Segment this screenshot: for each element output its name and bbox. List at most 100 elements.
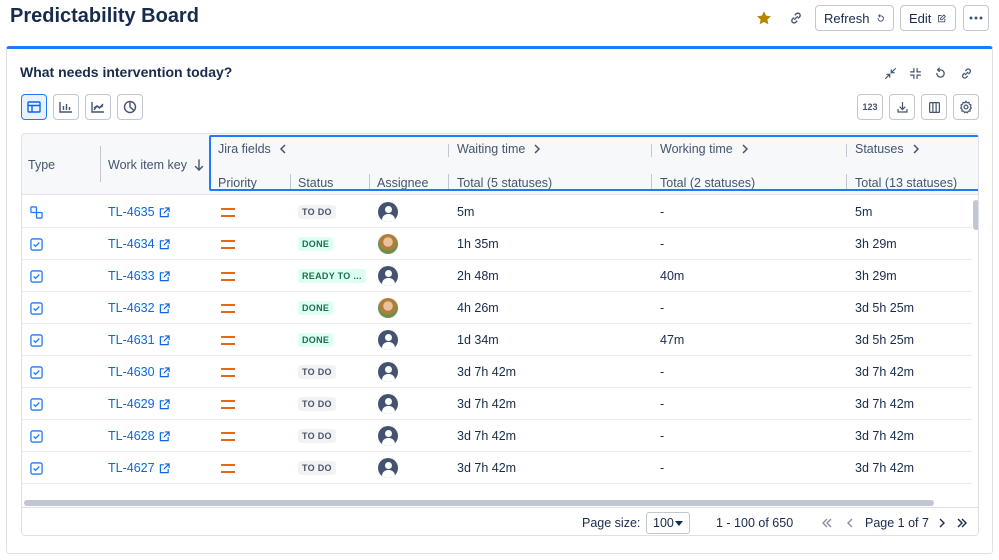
work-item-key: TL-4632 <box>108 301 155 315</box>
vertical-scrollbar[interactable] <box>972 196 978 486</box>
reset-icon[interactable] <box>929 62 951 84</box>
status-cell: TO DO <box>298 388 336 420</box>
star-icon[interactable] <box>752 6 776 30</box>
group-label-working-time: Working time <box>660 142 733 156</box>
data-grid: Type Work item key Jira fields Waiting t… <box>21 133 979 536</box>
area-chart-view-button[interactable] <box>85 94 111 120</box>
table-row[interactable]: TL-4634 DONE 1h 35m - 3h 29m <box>22 228 972 260</box>
work-item-key-link[interactable]: TL-4634 <box>108 228 170 260</box>
task-icon <box>30 420 43 452</box>
external-link-icon <box>155 238 170 250</box>
table-row[interactable]: TL-4630 TO DO 3d 7h 42m - 3d 7h 42m <box>22 356 972 388</box>
work-item-key-link[interactable]: TL-4632 <box>108 292 170 324</box>
status-lozenge: DONE <box>298 237 334 251</box>
collapse-icon[interactable] <box>879 62 901 84</box>
status-lozenge: TO DO <box>298 365 336 379</box>
pie-chart-view-button[interactable] <box>117 94 143 120</box>
assignee-avatar[interactable] <box>378 292 398 324</box>
group-header-statuses[interactable]: Statuses <box>855 142 920 156</box>
work-item-key-link[interactable]: TL-4630 <box>108 356 170 388</box>
priority-medium-icon <box>221 292 235 324</box>
external-link-icon <box>155 270 170 282</box>
refresh-button[interactable]: Refresh <box>815 5 894 31</box>
table-row[interactable]: TL-4631 DONE 1d 34m 47m 3d 5h 25m <box>22 324 972 356</box>
more-options-button[interactable] <box>963 5 989 31</box>
first-page-button[interactable] <box>818 508 836 535</box>
group-header-waiting-time[interactable]: Waiting time <box>457 142 541 156</box>
external-link-icon <box>155 398 170 410</box>
edit-button[interactable]: Edit <box>900 5 956 31</box>
table-icon <box>27 101 41 113</box>
work-item-key: TL-4629 <box>108 397 155 411</box>
assignee-avatar[interactable] <box>378 356 398 388</box>
avatar-photo <box>378 234 398 254</box>
column-header-type[interactable]: Type <box>28 158 56 172</box>
statuses-total-value: 3d 7h 42m <box>855 397 915 411</box>
waiting-time-value: 3d 7h 42m <box>457 397 517 411</box>
waiting-time-value: 3d 7h 42m <box>457 461 517 475</box>
table-row[interactable]: TL-4632 DONE 4h 26m - 3d 5h 25m <box>22 292 972 324</box>
vertical-scroll-thumb[interactable] <box>973 200 978 230</box>
column-header-status[interactable]: Status <box>298 176 334 190</box>
horizontal-scrollbar[interactable] <box>22 499 978 507</box>
minimize-icon[interactable] <box>904 62 926 84</box>
table-row[interactable]: TL-4629 TO DO 3d 7h 42m - 3d 7h 42m <box>22 388 972 420</box>
next-page-button[interactable] <box>933 508 951 535</box>
avatar-icon <box>378 362 398 382</box>
number-format-button[interactable]: 123 <box>857 94 883 120</box>
column-header-assignee[interactable]: Assignee <box>377 176 429 190</box>
work-item-key-link[interactable]: TL-4629 <box>108 388 170 420</box>
page-size-select[interactable]: 100 <box>646 512 690 534</box>
assignee-avatar[interactable] <box>378 420 398 452</box>
columns-button[interactable] <box>921 94 947 120</box>
bar-chart-view-button[interactable] <box>53 94 79 120</box>
horizontal-scroll-thumb[interactable] <box>24 500 934 506</box>
table-row[interactable]: TL-4627 TO DO 3d 7h 42m - 3d 7h 42m <box>22 452 972 484</box>
column-header-working-total[interactable]: Total (2 statuses) <box>660 176 756 190</box>
task-icon <box>30 356 43 388</box>
status-lozenge: DONE <box>298 333 334 347</box>
link-icon[interactable] <box>784 6 808 30</box>
assignee-avatar[interactable] <box>378 324 398 356</box>
assignee-avatar[interactable] <box>378 228 398 260</box>
column-header-waiting-total[interactable]: Total (5 statuses) <box>457 176 553 190</box>
table-row[interactable]: TL-4635 TO DO 5m - 5m <box>22 196 972 228</box>
double-chevron-left-icon <box>822 518 832 528</box>
last-page-button[interactable] <box>953 508 971 535</box>
copy-link-icon[interactable] <box>955 62 977 84</box>
assignee-avatar[interactable] <box>378 452 398 484</box>
previous-page-button[interactable] <box>841 508 859 535</box>
column-header-work-item-key[interactable]: Work item key <box>108 158 205 172</box>
settings-button[interactable] <box>953 94 979 120</box>
external-link-icon <box>155 366 170 378</box>
assignee-avatar[interactable] <box>378 196 398 228</box>
assignee-avatar[interactable] <box>378 388 398 420</box>
waiting-time-value: 2h 48m <box>457 269 499 283</box>
task-icon <box>30 324 43 356</box>
table-view-button[interactable] <box>21 94 47 120</box>
avatar-icon <box>378 458 398 478</box>
table-row[interactable]: TL-4633 READY TO ... 2h 48m 40m 3h 29m <box>22 260 972 292</box>
priority-medium-icon <box>221 228 235 260</box>
chevron-right-icon <box>742 144 748 154</box>
work-item-key-link[interactable]: TL-4631 <box>108 324 170 356</box>
priority-medium-icon <box>221 388 235 420</box>
work-item-key-link[interactable]: TL-4633 <box>108 260 170 292</box>
working-time-value: - <box>660 429 665 443</box>
work-item-key-link[interactable]: TL-4635 <box>108 196 170 228</box>
task-icon <box>30 228 43 260</box>
assignee-avatar[interactable] <box>378 260 398 292</box>
group-header-working-time[interactable]: Working time <box>660 142 749 156</box>
group-header-jira-fields[interactable]: Jira fields <box>218 142 287 156</box>
caret-down-icon <box>675 520 683 526</box>
work-item-key: TL-4635 <box>108 205 155 219</box>
download-button[interactable] <box>889 94 915 120</box>
table-row[interactable]: TL-4628 TO DO 3d 7h 42m - 3d 7h 42m <box>22 420 972 452</box>
working-time-value: 47m <box>660 333 685 347</box>
column-header-statuses-total[interactable]: Total (13 statuses) <box>855 176 958 190</box>
avatar-photo <box>378 298 398 318</box>
work-item-key-link[interactable]: TL-4627 <box>108 452 170 484</box>
column-header-priority[interactable]: Priority <box>218 176 257 190</box>
task-icon <box>30 388 43 420</box>
work-item-key-link[interactable]: TL-4628 <box>108 420 170 452</box>
